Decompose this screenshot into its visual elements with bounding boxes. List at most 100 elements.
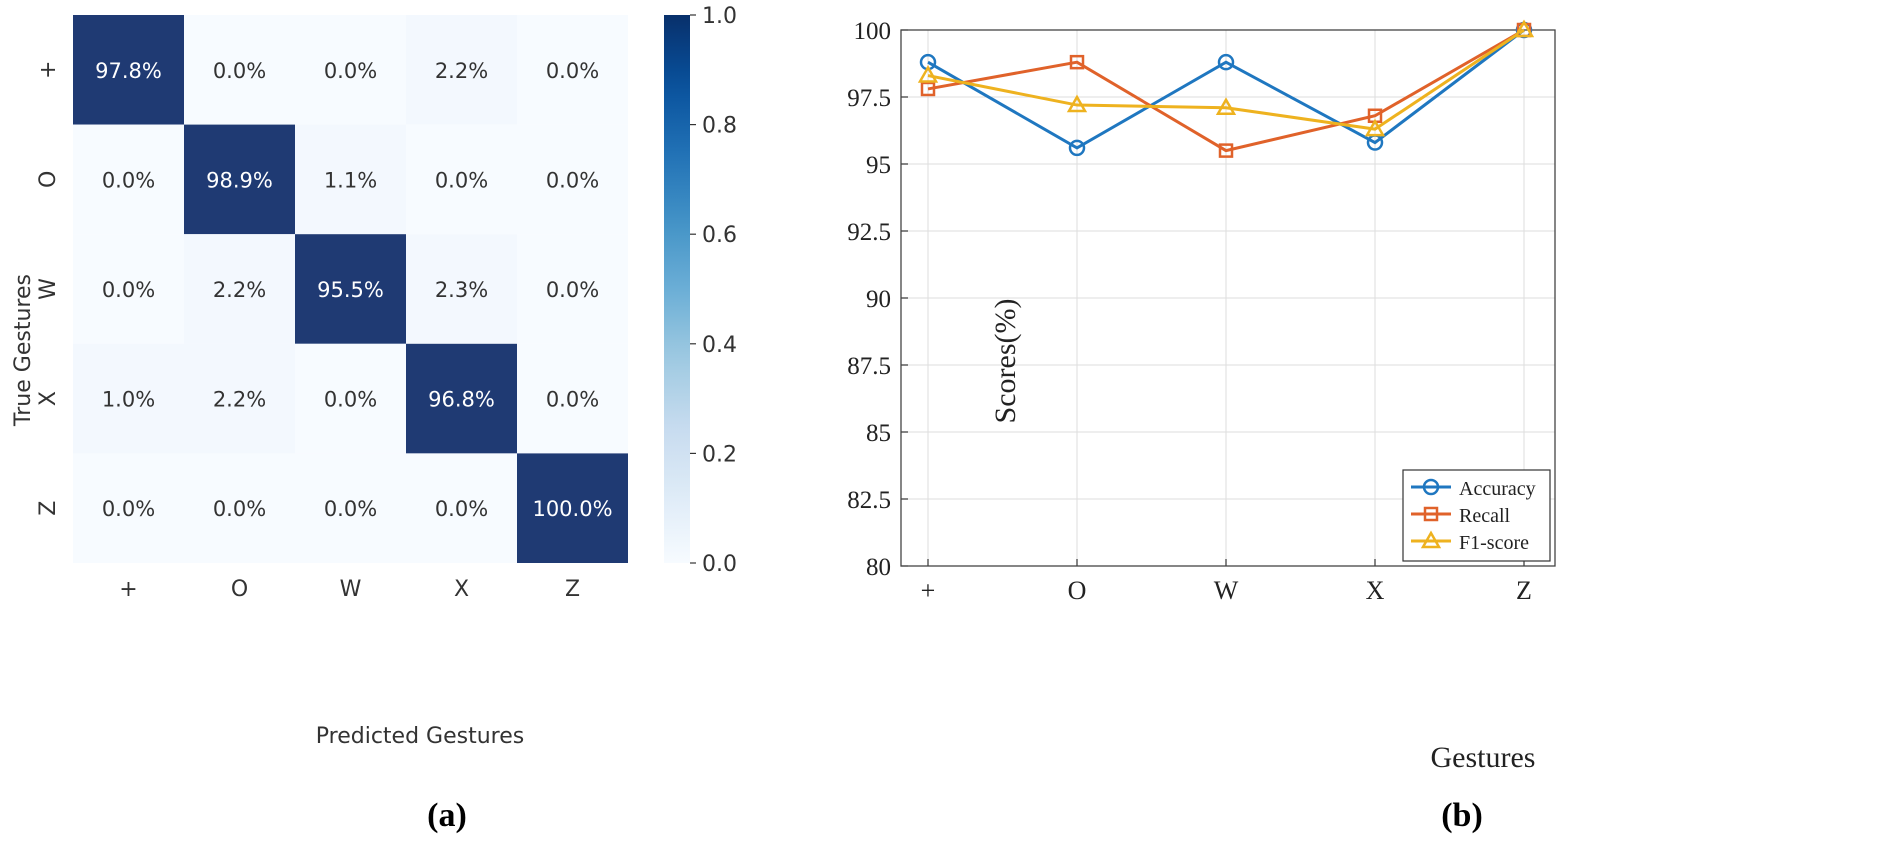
- y-tick-label: 90: [866, 286, 891, 313]
- x-tick-label: X: [1366, 576, 1385, 605]
- heatmap-x-tick-label: Z: [565, 577, 580, 602]
- heatmap-cell: [517, 343, 628, 454]
- heatmap-cell: [406, 124, 517, 235]
- heatmap-cell-label: 0.0%: [324, 59, 377, 83]
- heatmap-cell-label: 2.2%: [213, 388, 266, 412]
- colorbar-gradient: [664, 15, 690, 563]
- heatmap-cell: [295, 124, 406, 235]
- legend-marker: [1420, 530, 1442, 549]
- heatmap-x-tick-label: +: [119, 577, 137, 602]
- heatmap-cell: [406, 453, 517, 563]
- y-tick-label: 85: [866, 420, 891, 447]
- heatmap-cell-label: 0.0%: [213, 497, 266, 521]
- heatmap-cell: [184, 124, 295, 235]
- data-point-accuracy: [1217, 53, 1235, 71]
- legend-marker: [1423, 506, 1439, 522]
- heatmap-cell: [184, 234, 295, 344]
- plot-frame: [900, 29, 1556, 567]
- data-point-recall: [920, 81, 936, 97]
- series-line-accuracy: [927, 28, 1525, 150]
- heatmap-cell: [295, 343, 406, 454]
- heatmap-cell: [73, 15, 184, 125]
- heatmap-cell-label: 0.0%: [435, 497, 488, 521]
- heatmap-cell-label: 2.2%: [213, 278, 266, 302]
- data-point-f1-score: [1066, 94, 1088, 113]
- heatmap-cell-label: 2.3%: [435, 278, 488, 302]
- heatmap-cell-label: 2.2%: [435, 59, 488, 83]
- colorbar-tick-label: 1.0: [702, 4, 737, 29]
- y-tick-label: 97.5: [847, 85, 891, 112]
- heatmap-y-tick-label: X: [36, 391, 61, 406]
- heatmap-cell-label: 0.0%: [102, 168, 155, 192]
- heatmap-cell: [184, 453, 295, 563]
- data-point-f1-score: [1364, 118, 1386, 137]
- y-tick-label: 95: [866, 152, 891, 179]
- series-line-recall: [927, 28, 1525, 153]
- data-point-accuracy: [1068, 139, 1086, 157]
- data-point-f1-score: [1215, 97, 1237, 115]
- data-point-recall: [1218, 143, 1234, 158]
- heatmap-cell: [295, 15, 406, 125]
- heatmap-cell: [517, 234, 628, 344]
- y-tick-label: 100: [854, 18, 892, 45]
- heatmap-cell: [184, 15, 295, 125]
- heatmap-cell: [517, 15, 628, 125]
- y-tick-label: 80: [866, 554, 891, 581]
- heatmap-cell-label: 1.1%: [324, 168, 377, 192]
- series-line-f1-score: [927, 28, 1525, 131]
- heatmap-cell-label: 0.0%: [546, 388, 599, 412]
- colorbar-tick-label: 0.8: [702, 114, 737, 139]
- heatmap-cell: [406, 343, 517, 454]
- y-tick-label: 92.5: [847, 219, 891, 246]
- legend-label: Accuracy: [1459, 478, 1536, 500]
- legend-marker: [1422, 478, 1440, 496]
- legend-label: Recall: [1459, 505, 1511, 527]
- heatmap-cell: [184, 343, 295, 454]
- heatmap-cell-label: 0.0%: [546, 168, 599, 192]
- line-xlabel: Gestures: [1431, 741, 1536, 774]
- colorbar-tick-label: 0.4: [702, 333, 737, 358]
- heatmap-xlabel: Predicted Gestures: [316, 724, 524, 749]
- colorbar: 0.0 0.2 0.4 0.6 0.8 1.0: [664, 4, 737, 577]
- heatmap-cell-label: 1.0%: [102, 388, 155, 412]
- heatmap-cell-label: 0.0%: [324, 388, 377, 412]
- heatmap-cell: [73, 124, 184, 235]
- y-tick-label: 82.5: [847, 487, 891, 514]
- heatmap-x-tick-label: W: [340, 577, 362, 602]
- heatmap-cell: [406, 234, 517, 344]
- panel-label-a: (a): [427, 797, 467, 834]
- colorbar-tick-label: 0.2: [702, 442, 737, 467]
- colorbar-tick-label: 0.6: [702, 223, 737, 248]
- heatmap-cell: [517, 124, 628, 235]
- heatmap-y-tick-label: O: [36, 171, 61, 188]
- colorbar-tick-label: 0.0: [702, 552, 737, 577]
- heatmap-cell-label: 0.0%: [435, 168, 488, 192]
- heatmap-ylabel: True Gestures: [11, 274, 36, 427]
- heatmap-cell-label: 95.5%: [317, 278, 384, 302]
- heatmap-cell-label: 0.0%: [546, 59, 599, 83]
- heatmap-cell: [295, 234, 406, 344]
- heatmap-cell: [73, 343, 184, 454]
- heatmap-cell-label: 0.0%: [324, 497, 377, 521]
- heatmap-cell: [73, 453, 184, 563]
- heatmap-cell-label: 98.9%: [206, 168, 273, 192]
- heatmap-cell: [295, 453, 406, 563]
- heatmap-cell-label: 0.0%: [546, 278, 599, 302]
- heatmap-cell-label: 0.0%: [213, 59, 266, 83]
- x-tick-label: W: [1214, 576, 1239, 605]
- heatmap-cell: [73, 234, 184, 344]
- heatmap-cell-label: 0.0%: [102, 497, 155, 521]
- line-ylabel: Scores(%): [989, 299, 1022, 424]
- panel-label-b: (b): [1441, 797, 1483, 834]
- heatmap-cell: [517, 453, 628, 563]
- x-tick-label: +: [921, 576, 936, 605]
- confusion-matrix: 97.8% 0.0% 0.0% 2.2% 0.0% 0.0% 98.9% 1.1% 0.0% 0.…: [36, 15, 628, 602]
- data-point-f1-score: [1513, 19, 1535, 38]
- legend: Accuracy Recall F1-score: [1402, 469, 1551, 562]
- heatmap-y-tick-label: Z: [36, 501, 61, 516]
- heatmap-y-tick-label: W: [36, 278, 61, 300]
- heatmap-cell-label: 97.8%: [95, 59, 162, 83]
- data-point-recall: [1069, 54, 1085, 70]
- heatmap-y-tick-label: +: [36, 61, 61, 79]
